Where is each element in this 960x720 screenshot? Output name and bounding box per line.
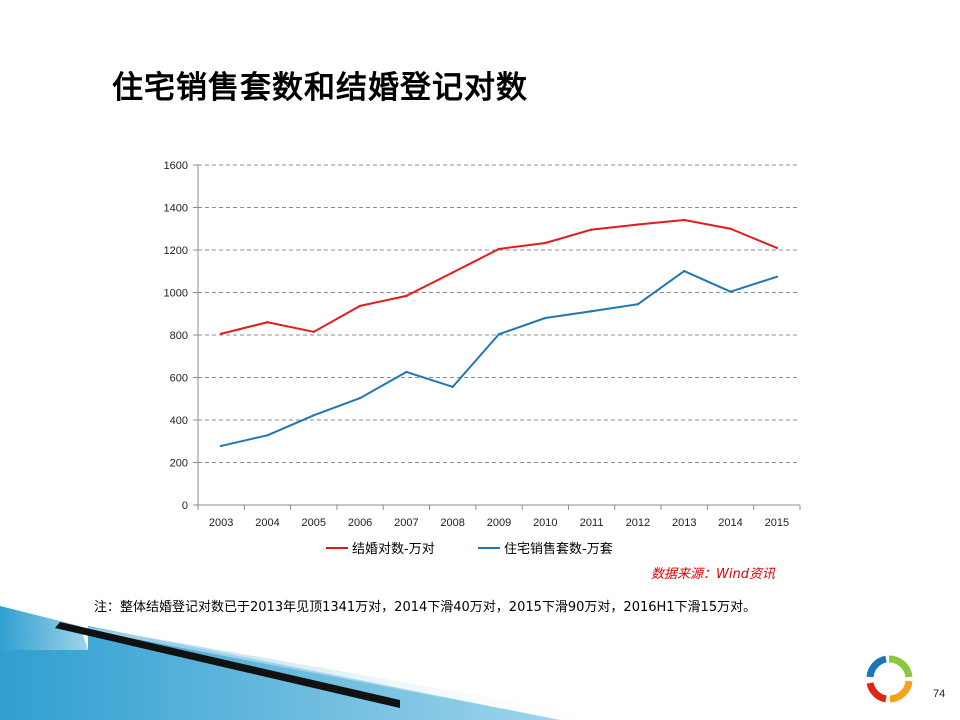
y-tick-label: 200	[170, 458, 188, 470]
y-tick-label: 1200	[164, 245, 188, 257]
x-tick-label: 2008	[440, 517, 464, 529]
data-point	[358, 396, 362, 400]
y-tick-label: 600	[170, 373, 188, 385]
data-point	[544, 316, 547, 320]
data-point	[312, 330, 315, 334]
grid	[198, 164, 800, 463]
data-point	[497, 332, 501, 336]
data-point	[590, 310, 593, 313]
slide-title: 住宅销售套数和结婚登记对数	[112, 70, 528, 106]
data-point	[219, 444, 223, 448]
y-tick-label: 1400	[164, 203, 188, 215]
y-tick-label: 1000	[164, 288, 188, 300]
data-point	[683, 218, 686, 222]
data-point	[729, 290, 732, 293]
data-source-label: 数据来源：Wind资讯	[651, 567, 775, 582]
y-tick-label: 800	[170, 330, 188, 342]
y-tick-label: 400	[170, 415, 188, 427]
data-point	[590, 228, 593, 231]
data-point	[636, 223, 640, 226]
x-tick-label: 2014	[718, 517, 742, 529]
legend-label: 住宅销售套数-万套	[504, 541, 613, 557]
data-point	[219, 332, 223, 335]
footnote: 注：整体结婚登记对数已于2013年见顶1341万对，2014下滑40万对，201…	[94, 600, 757, 615]
axes: 0 200 400 600 800 1000 1200 1400 1600 2003 2004 200…	[164, 160, 801, 529]
data-point	[358, 304, 362, 308]
data-point	[544, 241, 547, 245]
data-point	[636, 302, 640, 306]
x-tick-label: 2003	[209, 517, 233, 529]
x-tick-label: 2011	[580, 517, 604, 529]
x-tick-label: 2015	[765, 517, 789, 529]
x-tick-label: 2012	[626, 517, 650, 529]
data-point	[266, 321, 269, 324]
data-point	[497, 247, 501, 251]
company-logo-icon	[866, 655, 913, 703]
x-tick-label: 2010	[533, 517, 557, 529]
data-point	[683, 269, 686, 273]
blue-swoosh	[0, 606, 88, 650]
black-stripe	[55, 622, 400, 708]
data-point	[405, 294, 408, 298]
light-band	[88, 627, 620, 720]
data-point	[266, 434, 269, 437]
data-point	[451, 271, 454, 274]
y-tick-label: 1600	[164, 160, 188, 172]
data-point	[729, 227, 732, 230]
x-tick-label: 2007	[394, 517, 418, 529]
x-tick-label: 2009	[487, 517, 511, 529]
data-point	[775, 275, 779, 278]
legend: 结婚对数-万对 住宅销售套数-万套	[326, 541, 613, 557]
x-tick-label: 2005	[302, 517, 326, 529]
x-tick-label: 2004	[255, 517, 279, 529]
data-point	[451, 385, 454, 389]
y-tick-label: 0	[182, 500, 188, 512]
data-point	[405, 370, 408, 374]
legend-label: 结婚对数-万对	[352, 542, 435, 557]
series-line-1	[220, 219, 778, 335]
data-point	[312, 414, 315, 417]
x-tick-label: 2013	[672, 517, 696, 529]
page-number: 74	[933, 688, 946, 700]
series	[219, 218, 779, 448]
x-tick-label: 2006	[348, 517, 372, 529]
data-point	[775, 246, 779, 250]
